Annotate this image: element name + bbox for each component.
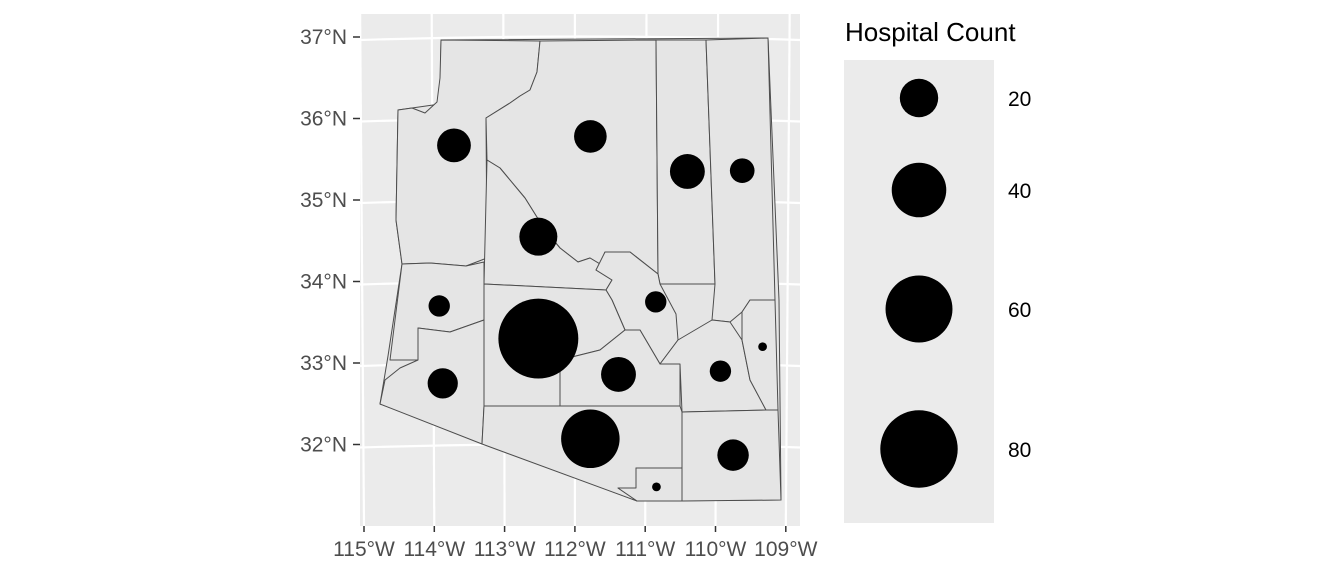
hospital-point	[574, 120, 607, 153]
hospital-point	[437, 128, 471, 163]
legend-key-label: 40	[1008, 180, 1031, 203]
y-tick-label: 36°N	[300, 108, 347, 131]
legend-key-circle	[891, 162, 947, 218]
hospital-point	[498, 298, 579, 379]
hospital-point	[601, 356, 636, 392]
grid-line-longitude	[359, 13, 366, 527]
x-tick-label: 114°W	[403, 538, 465, 561]
hospital-point	[428, 295, 450, 317]
hospital-point	[519, 217, 558, 256]
hospital-point	[645, 291, 667, 313]
x-tick-label: 109°W	[754, 538, 817, 561]
legend-key-circle	[899, 78, 939, 118]
hospital-point	[652, 482, 661, 492]
legend-key-label: 20	[1008, 88, 1031, 111]
x-tick-label: 113°W	[474, 538, 536, 561]
hospital-point	[427, 368, 458, 399]
legend: 20 40 60 80	[880, 78, 1031, 488]
hospital-point	[729, 158, 755, 183]
y-tick-label: 37°N	[300, 26, 347, 49]
hospital-point	[669, 154, 705, 189]
legend-key-label: 60	[1008, 299, 1031, 322]
y-axis: 37°N 36°N 35°N 34°N 33°N 32°N	[300, 26, 360, 457]
legend-title: Hospital Count	[845, 17, 1016, 47]
y-tick-label: 33°N	[300, 352, 347, 375]
hospital-point	[717, 439, 749, 471]
hospital-point	[561, 409, 620, 469]
x-tick-label: 112°W	[544, 538, 606, 561]
y-tick-label: 34°N	[300, 271, 347, 294]
x-tick-label: 115°W	[333, 538, 395, 561]
legend-key-label: 80	[1008, 439, 1031, 462]
hospital-point	[758, 342, 767, 352]
hospital-point	[709, 360, 732, 382]
x-tick-label: 110°W	[685, 538, 747, 561]
y-tick-label: 32°N	[300, 434, 347, 457]
x-axis: 115°W 114°W 113°W 112°W 111°W 110°W 109°W	[333, 526, 818, 561]
hospital-points	[427, 120, 767, 492]
grid-line-longitude	[784, 13, 791, 527]
x-tick-label: 111°W	[615, 538, 675, 561]
legend-key-circle	[880, 410, 958, 488]
y-tick-label: 35°N	[300, 189, 347, 212]
legend-key-circle	[885, 275, 953, 343]
